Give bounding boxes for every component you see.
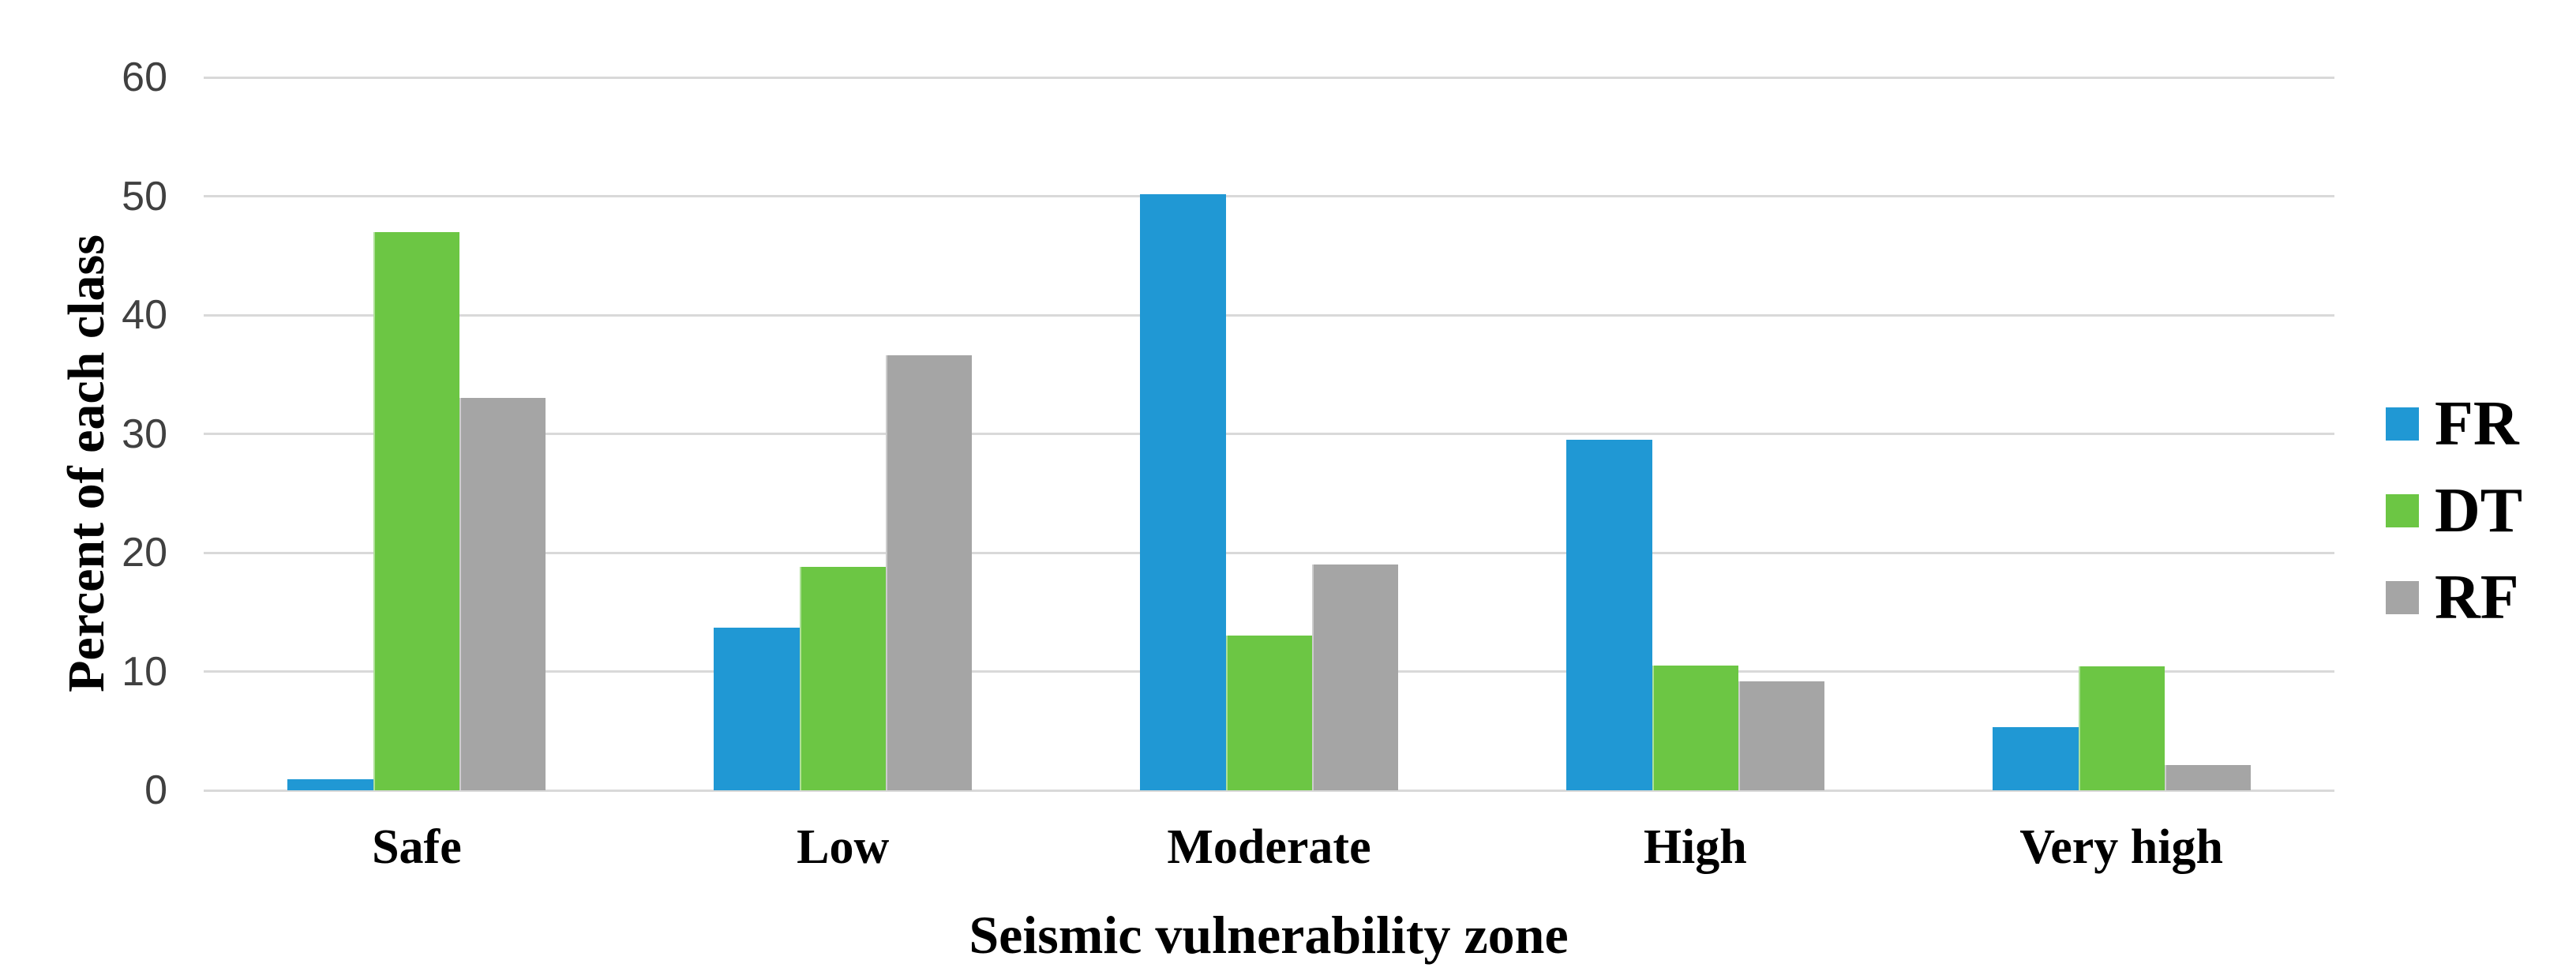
bar-FR-very-high <box>1992 727 2079 790</box>
y-tick-label-60: 60 <box>122 54 167 100</box>
bar-RF-moderate <box>1312 565 1398 790</box>
gridline-y-50 <box>204 195 2334 197</box>
x-axis-title: Seismic vulnerability zone <box>969 905 1569 965</box>
bar-DT-moderate <box>1226 636 1312 790</box>
legend-swatch-DT <box>2386 494 2419 527</box>
category-label-moderate: Moderate <box>1167 820 1371 874</box>
y-tick-label-10: 10 <box>122 648 167 695</box>
bar-DT-safe <box>373 231 460 790</box>
bar-FR-safe <box>287 779 374 790</box>
gridline-y-30 <box>204 433 2334 435</box>
legend-item-DT: DT <box>2386 479 2522 542</box>
category-label-safe: Safe <box>372 820 462 874</box>
legend-swatch-RF <box>2386 581 2419 614</box>
gridline-y-60 <box>204 76 2334 79</box>
category-label-low: Low <box>797 820 890 874</box>
legend: FR DT RF <box>2386 392 2522 629</box>
bar-DT-very-high <box>2078 666 2165 790</box>
legend-item-FR: FR <box>2386 392 2522 456</box>
y-tick-label-50: 50 <box>122 173 167 219</box>
plot-area <box>204 76 2334 792</box>
bar-FR-moderate <box>1140 193 1226 790</box>
bar-RF-high <box>1738 681 1824 790</box>
legend-label-DT: DT <box>2435 476 2523 546</box>
legend-swatch-FR <box>2386 407 2419 441</box>
bar-DT-high <box>1652 665 1738 790</box>
gridline-y-40 <box>204 313 2334 317</box>
bar-FR-low <box>714 627 801 790</box>
y-tick-label-20: 20 <box>122 530 167 576</box>
bar-RF-safe <box>459 398 546 790</box>
bar-RF-low <box>886 355 973 790</box>
bar-RF-very-high <box>2164 765 2251 790</box>
legend-label-FR: FR <box>2435 389 2519 459</box>
category-label-very-high: Very high <box>2019 820 2223 874</box>
legend-item-RF: RF <box>2386 566 2522 629</box>
gridline-y-0 <box>204 789 2334 792</box>
bar-DT-low <box>800 567 887 790</box>
bar-FR-high <box>1565 440 1652 790</box>
gridline-y-20 <box>204 551 2334 554</box>
y-tick-label-30: 30 <box>122 411 167 457</box>
legend-label-RF: RF <box>2435 563 2519 632</box>
category-label-high: High <box>1643 820 1747 874</box>
y-tick-label-40: 40 <box>122 292 167 338</box>
y-tick-label-0: 0 <box>144 767 167 813</box>
